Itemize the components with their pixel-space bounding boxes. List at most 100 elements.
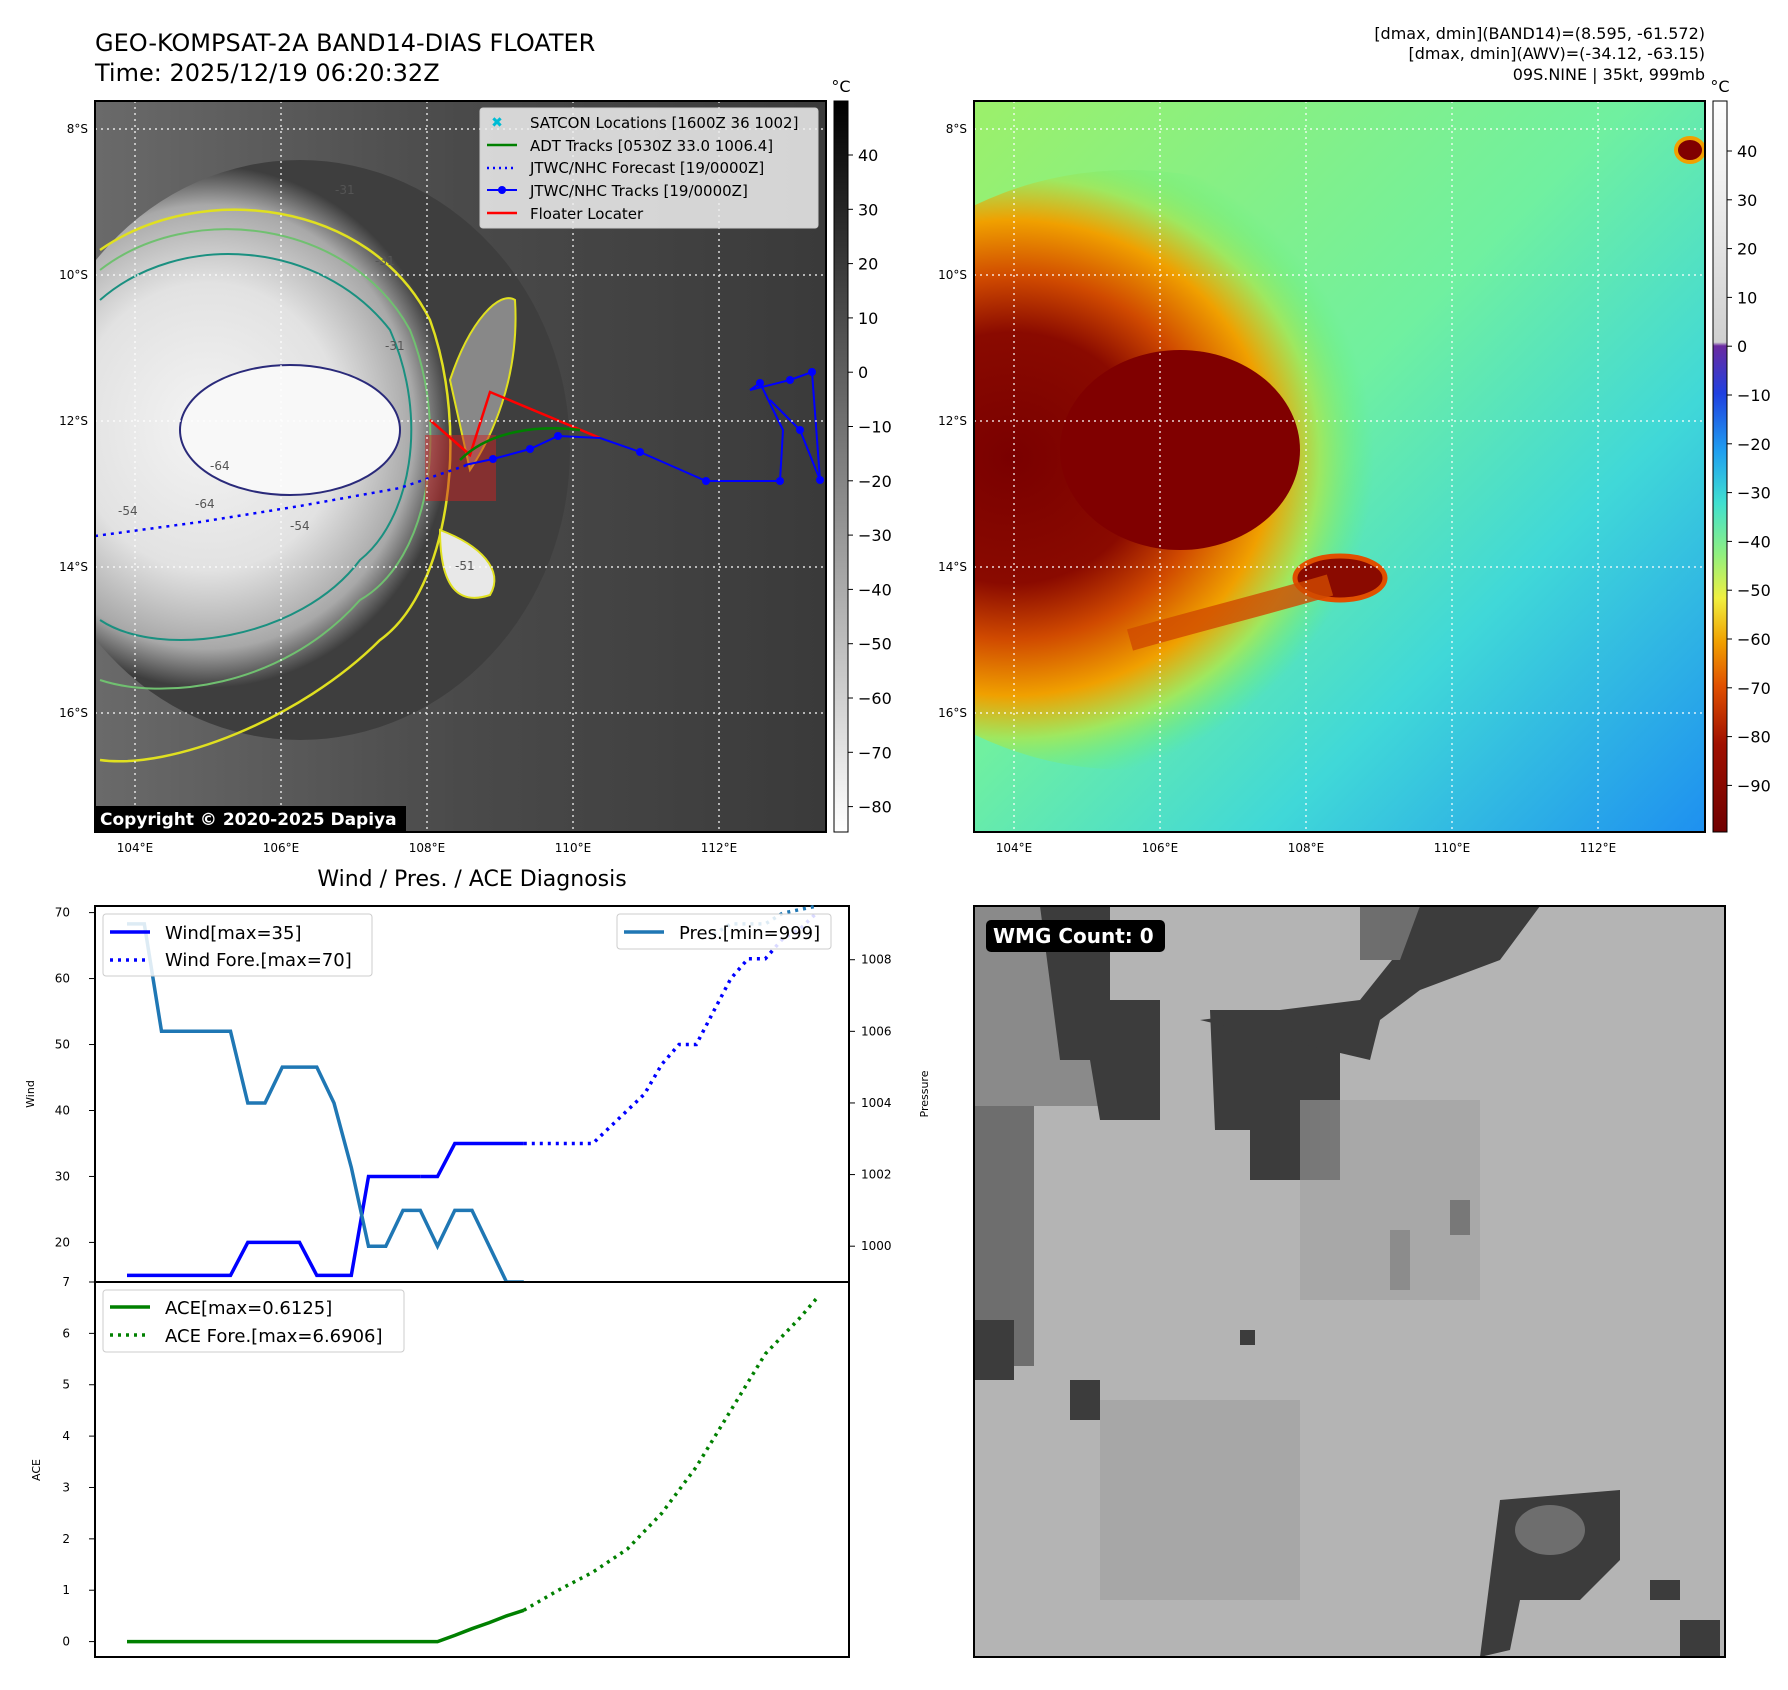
lon-tick: 112°E (1580, 841, 1617, 855)
colorbar-tick: −10 (858, 418, 892, 437)
colorbar-tick: −40 (1737, 532, 1771, 551)
legend-adt: ADT Tracks [0530Z 33.0 1006.4] (530, 137, 773, 155)
diagnosis-title: Wind / Pres. / ACE Diagnosis (317, 867, 626, 892)
colorbar-tick: −30 (1737, 484, 1771, 503)
right-map: 8°S 10°S 12°S 14°S 16°S 104°E 106°E 108°… (938, 77, 1771, 855)
wmg-panel: WMG Count: 0 (973, 905, 1726, 1658)
copyright: Copyright © 2020-2025 Dapiya (100, 810, 397, 830)
colorbar-left: °C 40 30 20 10 0 −10 −20 −30 −40 −50 −60 −70 −80 (831, 77, 892, 833)
satcon-marker-icon: ✖ (491, 115, 503, 131)
wind-tick: 40 (55, 1103, 70, 1117)
lon-tick: 106°E (1142, 841, 1179, 855)
lat-tick: 16°S (59, 706, 88, 720)
colorbar-tick: −20 (1737, 435, 1771, 454)
legend-wind-fore: Wind Fore.[max=70] (165, 950, 352, 971)
lat-tick: 8°S (67, 122, 88, 136)
contour-label: -31 (375, 254, 395, 268)
ace-tick: 7 (62, 1275, 70, 1289)
wmg-count: WMG Count: 0 (993, 924, 1154, 948)
colorbar-tick: 10 (1737, 288, 1757, 307)
lon-tick: 104°E (117, 841, 154, 855)
colorbar-tick: 30 (858, 200, 878, 219)
lat-tick: 10°S (59, 268, 88, 282)
pressure-tick: 1002 (861, 1168, 892, 1182)
colorbar-tick: −90 (1737, 776, 1771, 795)
figure-title: GEO-KOMPSAT-2A BAND14-DIAS FLOATER (95, 29, 595, 57)
left-map: -31 -31 -31 -64 -64 -54 -54 -51 ✖ SATCON… (59, 77, 892, 855)
colorbar-tick: −60 (1737, 630, 1771, 649)
wind-pressure-chart: Wind Pressure 70 60 50 40 30 20 1008 1006 1004 10… (24, 904, 931, 1284)
colorbar-tick: −30 (858, 526, 892, 545)
colorbar-unit: °C (1710, 77, 1729, 96)
ace-legend: ACE[max=0.6125] ACE Fore.[max=6.6906] (102, 1289, 405, 1353)
colorbar-tick: −10 (1737, 386, 1771, 405)
colorbar-tick: −60 (858, 689, 892, 708)
pressure-tick: 1008 (861, 953, 892, 967)
info-awv: [dmax, dmin](AWV)=(-34.12, -63.15) (1408, 44, 1705, 63)
ace-line (127, 1608, 525, 1644)
lat-tick: 12°S (59, 414, 88, 428)
pressure-axis-label: Pressure (918, 1070, 931, 1117)
contour-label: -64 (210, 459, 230, 473)
colorbar-right: °C 40 30 20 10 0 −10 −20 −30 −40 −50 −60 −70 −80 −90 (1710, 77, 1771, 833)
legend-tracks: JTWC/NHC Tracks [19/0000Z] (529, 182, 748, 200)
colorbar-tick: 20 (858, 255, 878, 274)
lat-tick: 16°S (938, 706, 967, 720)
legend-forecast: JTWC/NHC Forecast [19/0000Z] (529, 159, 764, 177)
ace-tick: 3 (62, 1480, 70, 1494)
wind-tick: 20 (55, 1235, 70, 1249)
colorbar-tick: 40 (1737, 142, 1757, 161)
ace-tick: 5 (62, 1378, 70, 1392)
lon-tick: 112°E (701, 841, 738, 855)
figure-time: Time: 2025/12/19 06:20:32Z (94, 59, 440, 87)
map-legend: ✖ SATCON Locations [1600Z 36 1002] ADT T… (479, 107, 819, 229)
colorbar-tick: 0 (1737, 337, 1747, 356)
contour-label: -51 (455, 559, 475, 573)
legend-satcon: SATCON Locations [1600Z 36 1002] (530, 114, 798, 132)
wind-axis-label: Wind (24, 1080, 37, 1108)
info-band14: [dmax, dmin](BAND14)=(8.595, -61.572) (1374, 24, 1705, 43)
lon-tick: 106°E (263, 841, 300, 855)
colorbar-tick: 20 (1737, 240, 1757, 259)
colorbar-tick: −70 (1737, 679, 1771, 698)
wind-line (127, 1174, 421, 1278)
ace-tick: 1 (62, 1583, 70, 1597)
info-storm: 09S.NINE | 35kt, 999mb (1513, 65, 1705, 84)
ace-forecast-line (522, 1296, 819, 1612)
pressure-tick: 1004 (861, 1096, 892, 1110)
colorbar-tick: −80 (858, 798, 892, 817)
wind-forecast-line (523, 911, 819, 1146)
ace-tick: 6 (62, 1326, 70, 1340)
colorbar-tick: 10 (858, 309, 878, 328)
lat-tick: 14°S (938, 560, 967, 574)
lat-tick: 14°S (59, 560, 88, 574)
legend-floater: Floater Locater (530, 205, 644, 223)
wind-line (420, 1141, 524, 1179)
colorbar-tick: 30 (1737, 191, 1757, 210)
colorbar-tick: −50 (1737, 581, 1771, 600)
contour-label: -31 (385, 339, 405, 353)
colorbar-tick: −70 (858, 743, 892, 762)
lat-tick: 10°S (938, 268, 967, 282)
ace-chart: ACE 7 6 5 4 3 2 1 0 ACE[max=0.6125] ACE Fore.[m… (30, 1275, 850, 1658)
legend-ace: ACE[max=0.6125] (165, 1298, 332, 1319)
colorbar-tick: −80 (1737, 728, 1771, 747)
wind-legend: Wind[max=35] Wind Fore.[max=70] (102, 913, 373, 977)
lon-tick: 110°E (555, 841, 592, 855)
colorbar-tick: 40 (858, 146, 878, 165)
contour-label: -54 (290, 519, 310, 533)
colorbar-tick: 0 (858, 363, 868, 382)
legend-pressure: Pres.[min=999] (679, 923, 820, 944)
pressure-tick: 1006 (861, 1024, 892, 1038)
lat-tick: 8°S (946, 122, 967, 136)
legend-ace-fore: ACE Fore.[max=6.6906] (165, 1326, 383, 1347)
ace-tick: 2 (62, 1532, 70, 1546)
colorbar-tick: −20 (858, 472, 892, 491)
lat-tick: 12°S (938, 414, 967, 428)
lon-tick: 108°E (409, 841, 446, 855)
legend-wind: Wind[max=35] (165, 923, 302, 944)
pressure-legend: Pres.[min=999] (616, 913, 832, 950)
colorbar-tick: −40 (858, 580, 892, 599)
contour-label: -31 (335, 183, 355, 197)
